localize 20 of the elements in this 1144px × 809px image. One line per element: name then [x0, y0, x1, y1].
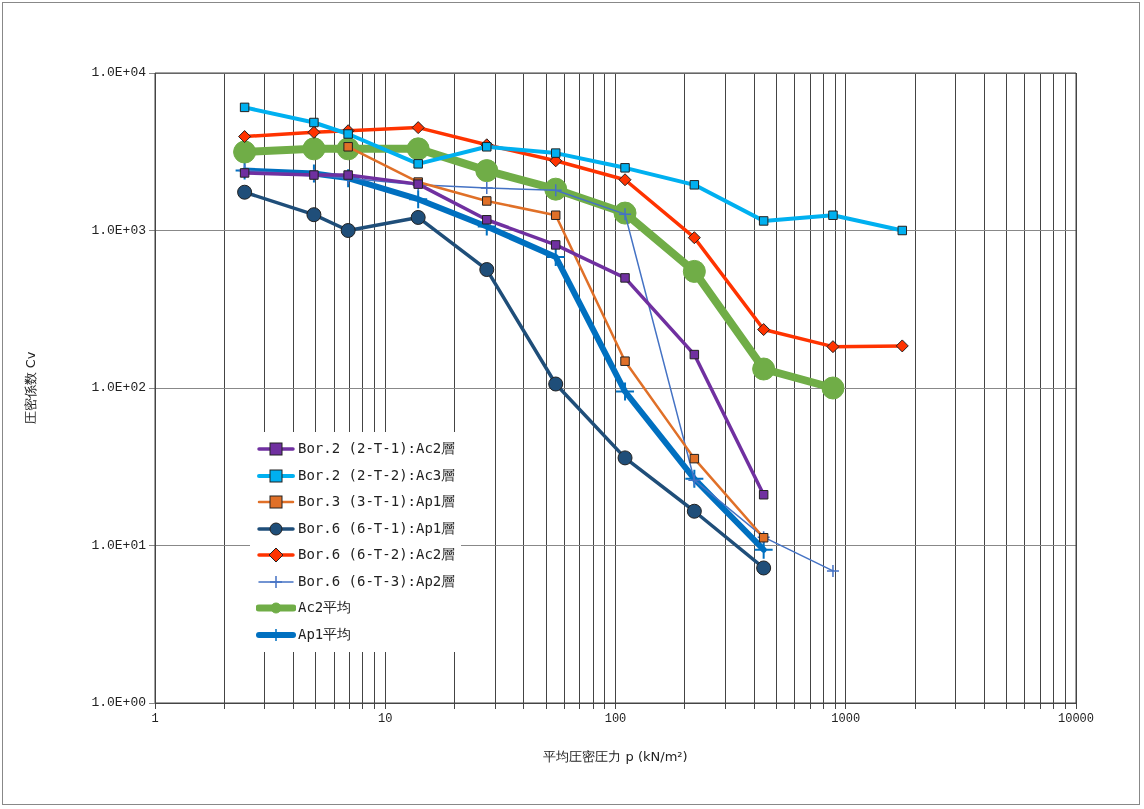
legend-label: Bor.6 (6-T-2):Ac2層: [298, 546, 456, 565]
x-axis-title: 平均圧密圧力 p (kN/m²): [543, 748, 688, 764]
x-tick-label: 10000: [1057, 712, 1095, 727]
legend-label: Bor.6 (6-T-1):Ap1層: [298, 519, 456, 538]
legend-label: Ac2平均: [298, 599, 352, 618]
y-tick-label: 1.0E+04: [91, 65, 147, 81]
y-tick-label: 1.0E+03: [91, 222, 146, 238]
legend-label: Bor.2 (2-T-1):Ac2層: [298, 440, 456, 459]
x-tick-label: 1000: [831, 712, 861, 727]
legend-label: Bor.6 (6-T-3):Ap2層: [298, 572, 456, 591]
y-tick-label: 1.0E+01: [91, 537, 147, 553]
y-axis-title: 圧密係数 Cv: [23, 351, 39, 425]
y-tick-label: 1.0E+02: [91, 380, 146, 396]
x-tick-label: 100: [604, 712, 627, 727]
legend-label: Bor.2 (2-T-2):Ac3層: [298, 466, 456, 485]
y-tick-label: 1.0E+00: [91, 695, 146, 711]
legend-label: Ap1平均: [298, 625, 352, 644]
x-tick-label: 10: [378, 712, 393, 727]
x-tick-label: 1: [151, 712, 159, 727]
legend-label: Bor.3 (3-T-1):Ap1層: [298, 493, 456, 512]
